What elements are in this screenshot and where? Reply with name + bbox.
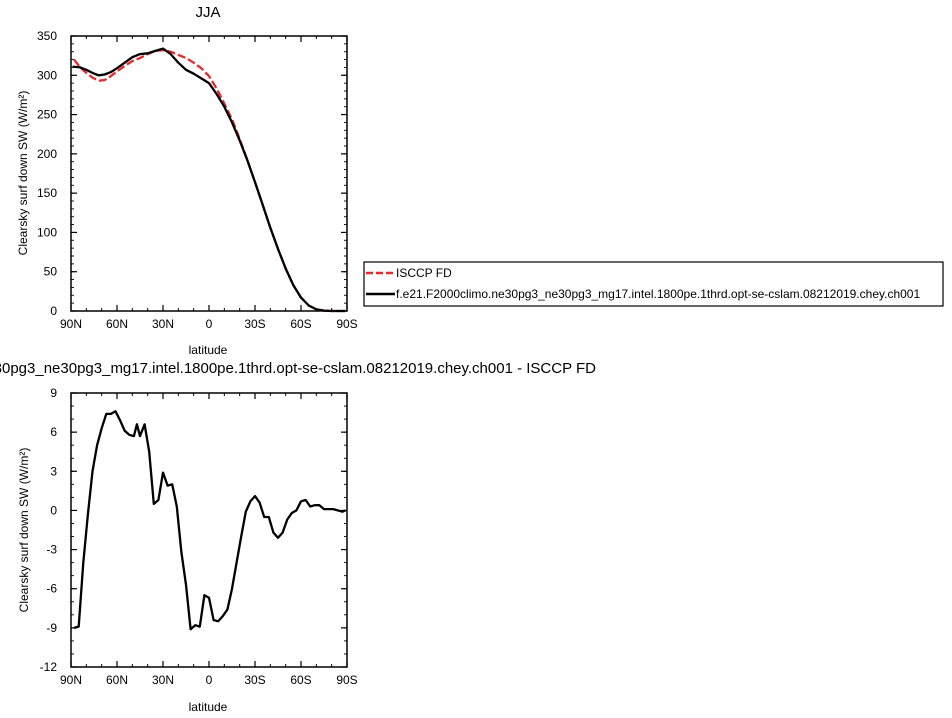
panel1-plot: 90N 60N 30N 0 30S 60S 90S 0 50 100 150 200 250 300 350 xyxy=(37,29,358,331)
panel1-ytick-label: 200 xyxy=(37,147,57,161)
panel1-xtick-label: 60S xyxy=(290,317,311,331)
panel1-xtick-label: 0 xyxy=(206,317,213,331)
panel1-ylabel: Clearsky surf down SW (W/m²) xyxy=(16,91,30,256)
panel1-series-line-0 xyxy=(73,48,346,313)
panel1-ytick-label: 150 xyxy=(37,186,57,200)
legend-label-isccp: ISCCP FD xyxy=(396,266,452,280)
panel2-title: f.e21.F2000climo.ne30pg3_ne30pg3_mg17.in… xyxy=(0,360,596,377)
panel1-title: JJA xyxy=(195,4,220,21)
panel1-ytick-label: 100 xyxy=(37,225,57,239)
panel2-xtick-label: 30N xyxy=(152,673,174,687)
panel2-ytick-label: -6 xyxy=(46,582,57,596)
panel1-ytick-label: 50 xyxy=(44,265,58,279)
panel2-xtick-label: 60N xyxy=(106,673,128,687)
panel2-ytick-label: 6 xyxy=(50,425,57,439)
panel1-ytick-label: 300 xyxy=(37,68,57,82)
panel2-xtick-label: 0 xyxy=(206,673,213,687)
panel1-series-line-1 xyxy=(72,47,346,313)
legend-box xyxy=(363,261,944,307)
panel2-ytick-label: -9 xyxy=(46,621,57,635)
panel2-ytick-label: -12 xyxy=(40,660,58,674)
panel2-plot: 90N 60N 30N 0 30S 60S 90S -12 -9 -6 -3 0 3 6 9 xyxy=(40,386,358,687)
panel2-xtick-label: 90N xyxy=(60,673,82,687)
panel1-xlabel: latitude xyxy=(189,343,228,357)
panel2-xlabel: latitude xyxy=(189,700,228,714)
panel2-ytick-label: 3 xyxy=(50,464,57,478)
panel2-frame xyxy=(70,392,348,668)
panel1-ytick-label: 0 xyxy=(50,304,57,318)
legend-label-model: f.e21.F2000climo.ne30pg3_ne30pg3_mg17.in… xyxy=(396,287,920,301)
panel1-xtick-label: 90N xyxy=(60,317,82,331)
panel2-ytick-label: -3 xyxy=(46,543,57,557)
panel2-xtick-label: 90S xyxy=(336,673,357,687)
panel2-xtick-label: 30S xyxy=(244,673,265,687)
panel2-series-line-0 xyxy=(73,410,346,631)
panel1-ytick-label: 350 xyxy=(37,29,57,43)
panel2-ytick-label: 0 xyxy=(50,503,57,517)
panel1-xtick-label: 60N xyxy=(106,317,128,331)
panel1-ytick-label: 250 xyxy=(37,108,57,122)
legend: ISCCP FD f.e21.F2000climo.ne30pg3_ne30pg… xyxy=(363,261,944,307)
panel1-xtick-label: 30S xyxy=(244,317,265,331)
panel2-ytick-label: 9 xyxy=(50,386,57,400)
panel2-ylabel: Clearsky surf down SW (W/m²) xyxy=(17,448,31,613)
panel1-xtick-label: 90S xyxy=(336,317,357,331)
panel1-xtick-label: 30N xyxy=(152,317,174,331)
panel2-xtick-label: 60S xyxy=(290,673,311,687)
